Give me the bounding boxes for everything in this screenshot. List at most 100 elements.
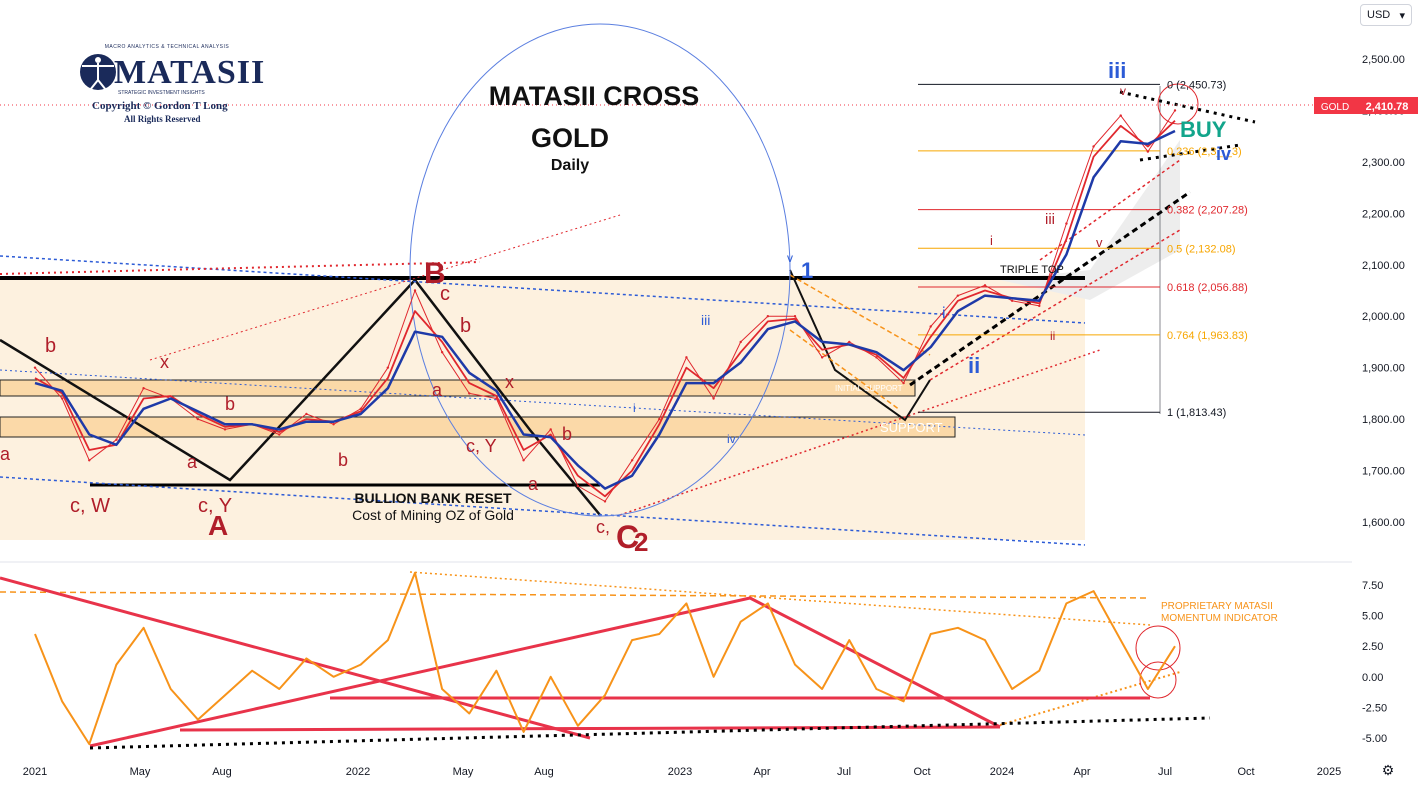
indicator-y-tick-label: 0.00 — [1362, 672, 1383, 684]
price-point — [603, 500, 607, 503]
x-tick-label: May — [453, 766, 474, 778]
triple-top-label: TRIPLE TOP — [1000, 264, 1064, 276]
wave-label-blue: iii — [701, 312, 710, 328]
symbol-label: GOLD — [1321, 102, 1349, 113]
gear-icon[interactable]: ⚙ — [1381, 761, 1395, 778]
indicator-y-tick-label: -2.50 — [1362, 702, 1387, 714]
series-slow — [34, 129, 1176, 490]
wave-label-red: c, Y — [198, 495, 232, 517]
x-tick-label: 2025 — [1317, 766, 1341, 778]
fib-label-4: 0.618 (2,056.88) — [1167, 282, 1248, 294]
trend-lines — [0, 23, 1256, 546]
price-point — [522, 459, 525, 462]
x-tick-label: 2023 — [668, 766, 692, 778]
price-point — [223, 428, 227, 431]
wave-label-red: A — [208, 510, 228, 541]
y-tick-label: 1,800.00 — [1362, 414, 1405, 426]
mining-cost-label: Cost of Mining OZ of Gold — [352, 507, 514, 523]
wave-label-red: v — [1096, 235, 1103, 250]
indicator-subtitle: MOMENTUM INDICATOR — [1161, 613, 1278, 624]
y-tick-label: 2,300.00 — [1362, 157, 1405, 169]
indicator-y-tick-label: 7.50 — [1362, 580, 1383, 592]
fib-label-3: 0.5 (2,132.08) — [1167, 243, 1236, 255]
price-point — [1092, 145, 1095, 148]
logo-copyright: Copyright © Gordon T Long — [92, 100, 228, 112]
chevron-down-icon: ▾ — [1399, 9, 1405, 22]
indicator-y-tick-label: 2.50 — [1362, 641, 1383, 653]
logo-top-line: MACRO ANALYTICS & TECHNICAL ANALYSIS — [104, 44, 230, 50]
wave-label-red: 2 — [634, 527, 648, 557]
price-point — [440, 351, 444, 354]
y-tick-label: 2,200.00 — [1362, 208, 1405, 220]
price-point — [142, 387, 145, 390]
price-point — [115, 438, 118, 441]
y-tick-label: 1,700.00 — [1362, 466, 1405, 478]
logo-sub: STRATEGIC INVESTMENT INSIGHTS — [118, 90, 205, 96]
wave-label-blue: iv — [1216, 144, 1231, 164]
series-momentum — [34, 571, 1176, 746]
fib-label-2: 0.382 (2,207.28) — [1167, 205, 1248, 217]
support-label: SUPPORT — [880, 420, 943, 435]
price-point — [413, 289, 417, 292]
price-point — [766, 315, 770, 318]
series-fast — [34, 120, 1176, 498]
currency-label: USD — [1367, 9, 1391, 21]
initial-support-label: INITIAL SUPPORT — [835, 384, 903, 393]
price-point — [685, 356, 688, 359]
buy-label: BUY — [1180, 117, 1227, 142]
wave-label-blue: iv — [727, 432, 736, 446]
wave-label-blue: v — [787, 251, 793, 265]
wave-label-red: C — [616, 519, 639, 555]
wave-label-blue: i — [942, 305, 946, 322]
wave-label-red: v — [1120, 84, 1126, 98]
currency-dropdown[interactable]: USD ▾ — [1360, 4, 1412, 26]
wave-label-red: b — [338, 450, 348, 470]
wave-label-red: a — [528, 474, 539, 494]
wave-label-red: ii — [1050, 329, 1055, 343]
price-point — [739, 340, 742, 344]
x-tick-label: Jul — [837, 766, 851, 778]
momentum-series — [34, 571, 1176, 746]
bullion-reset-label: BULLION BANK RESET — [354, 490, 512, 506]
matasii-logo: MACRO ANALYTICS & TECHNICAL ANALYSIS MAT… — [72, 44, 264, 130]
price-point — [793, 315, 797, 318]
x-tick-label: Oct — [913, 766, 930, 778]
price-point — [332, 423, 335, 426]
indicator-title: PROPRIETARY MATASII — [1161, 601, 1273, 612]
price-point — [929, 325, 932, 328]
price-point — [1119, 114, 1122, 117]
chart-title: MATASII CROSS — [489, 81, 700, 111]
price-point — [196, 417, 200, 421]
price-point — [630, 459, 634, 462]
x-tick-label: 2024 — [990, 766, 1014, 778]
price-point — [658, 417, 661, 421]
fibonacci-levels: 0 (2,450.73) 0.236 (2,3_,_3) 0.382 (2,207.… — [918, 79, 1248, 419]
fib-label-1: 0.236 (2,3_,_3) — [1167, 146, 1242, 158]
price-point — [983, 284, 987, 287]
price-point — [278, 433, 281, 436]
fib-label-5: 0.764 (1,963.83) — [1167, 330, 1248, 342]
y-tick-label: 2,000.00 — [1362, 311, 1405, 323]
x-tick-label: Oct — [1237, 766, 1254, 778]
price-point — [1010, 299, 1014, 302]
wave-label-red: x — [160, 352, 169, 372]
axes: 2,500.002,400.002,300.002,200.002,100.00… — [23, 54, 1405, 778]
wave-label-blue: 1 — [801, 258, 813, 283]
wave-label-blue: iii — [1108, 58, 1126, 83]
wave-label-red: a — [432, 380, 443, 400]
indicator-y-tick-label: -5.00 — [1362, 733, 1387, 745]
x-tick-label: 2022 — [346, 766, 370, 778]
price-point — [820, 356, 824, 359]
wave-label-blue: i — [633, 401, 636, 415]
x-tick-label: Apr — [753, 766, 770, 778]
logo-rights: All Rights Reserved — [124, 114, 201, 124]
price-point — [848, 340, 851, 344]
wave-label-red: a — [187, 452, 198, 472]
price-point — [712, 397, 715, 400]
last-price-value: 2,410.78 — [1366, 101, 1409, 113]
last-price-badge: GOLD 2,410.78 — [1314, 97, 1418, 114]
price-point — [305, 412, 308, 416]
